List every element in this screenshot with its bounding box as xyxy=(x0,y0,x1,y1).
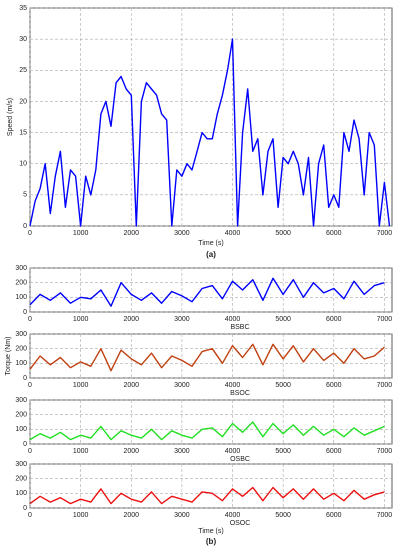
x-tick-label: 1000 xyxy=(73,512,89,519)
y-tick-label: 300 xyxy=(15,331,27,338)
y-tick-label: 100 xyxy=(15,426,27,433)
x-tick-label: 4000 xyxy=(225,512,241,519)
x-tick-label: 3000 xyxy=(174,316,190,323)
x-tick-label: 7000 xyxy=(377,448,393,455)
y-tick-label: 15 xyxy=(19,129,27,136)
x-tick-label: 2000 xyxy=(123,448,139,455)
y-tick-label: 100 xyxy=(15,490,27,497)
y-tick-label: 35 xyxy=(19,5,27,12)
x-tick-label: 2000 xyxy=(123,230,139,237)
y-tick-label: 300 xyxy=(15,461,27,468)
y-tick-label: 10 xyxy=(19,161,27,168)
x-tick-label: 5000 xyxy=(275,230,291,237)
x-tick-label: 5000 xyxy=(275,448,291,455)
x-tick-label: 0 xyxy=(28,230,32,237)
plot-frame xyxy=(29,399,393,445)
panel-label: BSOC xyxy=(230,390,250,397)
y-tick-label: 300 xyxy=(15,265,27,272)
x-tick-label: 6000 xyxy=(326,316,342,323)
x-tick-label: 3000 xyxy=(174,512,190,519)
x-tick-label: 1000 xyxy=(73,448,89,455)
x-tick-label: 2000 xyxy=(123,512,139,519)
x-tick-label: 4000 xyxy=(225,230,241,237)
y-tick-label: 0 xyxy=(23,223,27,230)
x-tick-label: 4000 xyxy=(225,316,241,323)
x-axis-label: Time (s) xyxy=(198,240,223,247)
x-tick-label: 5000 xyxy=(275,382,291,389)
x-tick-label: 3000 xyxy=(174,230,190,237)
x-tick-label: 4000 xyxy=(225,448,241,455)
y-tick-label: 100 xyxy=(15,360,27,367)
x-tick-label: 6000 xyxy=(326,230,342,237)
plot-frame xyxy=(29,333,393,379)
y-tick-label: 20 xyxy=(19,98,27,105)
x-tick-label: 6000 xyxy=(326,512,342,519)
x-tick-label: 0 xyxy=(28,316,32,323)
x-tick-label: 0 xyxy=(28,382,32,389)
x-tick-label: 7000 xyxy=(377,316,393,323)
y-tick-label: 300 xyxy=(15,397,27,404)
caption: (b) xyxy=(206,537,217,546)
x-tick-label: 5000 xyxy=(275,316,291,323)
data-line xyxy=(29,486,385,505)
x-tick-label: 4000 xyxy=(225,382,241,389)
y-tick-label: 200 xyxy=(15,412,27,419)
y-tick-label: 0 xyxy=(23,375,27,382)
y-tick-label: 0 xyxy=(23,505,27,512)
panel-label: BSBC xyxy=(230,324,249,331)
y-tick-label: 200 xyxy=(15,346,27,353)
data-line xyxy=(29,343,385,372)
panel-label: OSBC xyxy=(230,456,250,463)
y-tick-label: 30 xyxy=(19,36,27,43)
y-tick-label: 200 xyxy=(15,280,27,287)
x-tick-label: 1000 xyxy=(73,382,89,389)
x-tick-label: 1000 xyxy=(73,230,89,237)
data-line xyxy=(29,277,385,307)
y-tick-label: 5 xyxy=(23,192,27,199)
x-tick-label: 3000 xyxy=(174,382,190,389)
x-tick-label: 6000 xyxy=(326,448,342,455)
plot-frame xyxy=(29,463,393,509)
y-tick-label: 25 xyxy=(19,67,27,74)
x-tick-label: 7000 xyxy=(377,512,393,519)
x-tick-label: 2000 xyxy=(123,382,139,389)
x-tick-label: 6000 xyxy=(326,382,342,389)
x-tick-label: 1000 xyxy=(73,316,89,323)
y-tick-label: 0 xyxy=(23,309,27,316)
x-tick-label: 3000 xyxy=(174,448,190,455)
x-tick-label: 2000 xyxy=(123,316,139,323)
x-tick-label: 5000 xyxy=(275,512,291,519)
y-axis-label: Speed (m/s) xyxy=(7,98,14,136)
caption: (a) xyxy=(206,250,216,259)
x-tick-label: 0 xyxy=(28,448,32,455)
panel-label: OSOC xyxy=(230,520,251,527)
x-axis-label: Time (s) xyxy=(198,528,223,535)
x-tick-label: 7000 xyxy=(377,230,393,237)
plot-frame xyxy=(29,267,393,313)
y-tick-label: 200 xyxy=(15,476,27,483)
y-tick-label: 0 xyxy=(23,441,27,448)
y-tick-label: 100 xyxy=(15,294,27,301)
y-axis-label: Torque (Nm) xyxy=(5,337,12,376)
x-tick-label: 7000 xyxy=(377,382,393,389)
data-line xyxy=(29,421,385,441)
x-tick-label: 0 xyxy=(28,512,32,519)
data-line xyxy=(29,38,391,227)
